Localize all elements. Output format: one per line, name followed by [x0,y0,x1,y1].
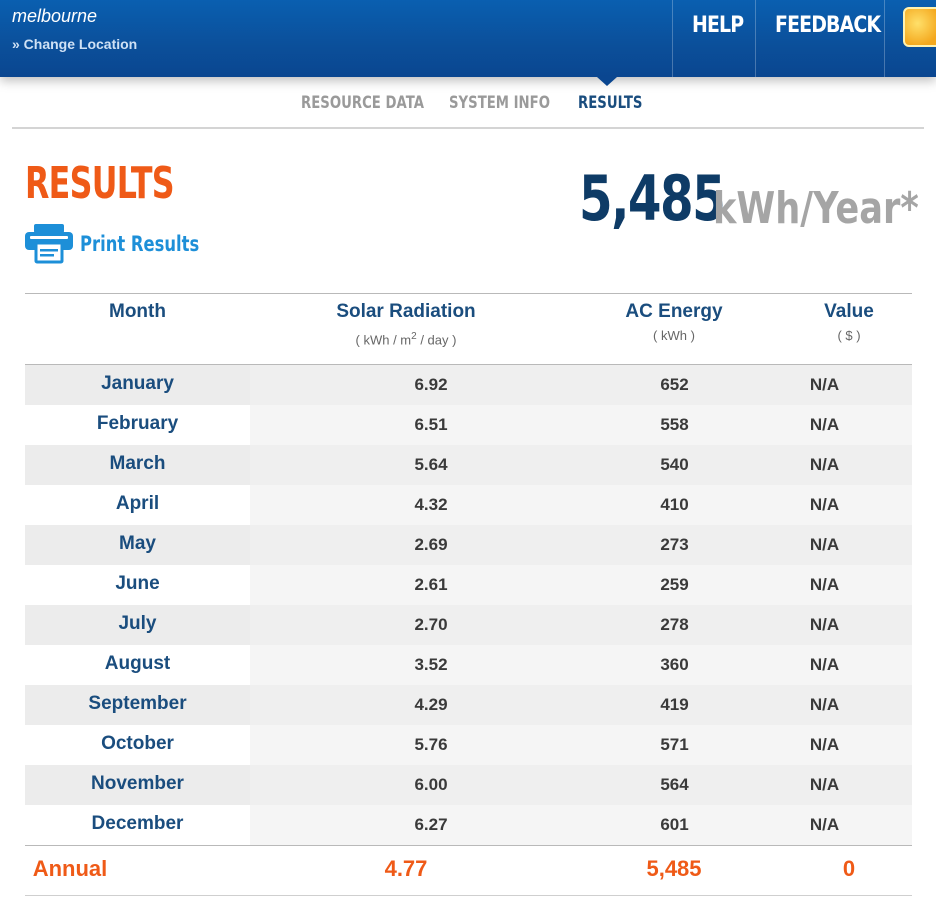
ac-energy-cell: 360 [612,645,737,685]
table-row: August 3.52 360 N/A [25,645,912,685]
location-name: melbourne [12,6,98,26]
page-title: RESULTS [25,158,175,209]
feedback-button[interactable]: FEEDBACK [775,13,881,38]
column-unit-ac-energy: ( kWh ) [653,328,695,343]
column-header-month: Month [109,301,166,322]
tab-system-info[interactable]: SYSTEM INFO [449,93,550,113]
month-cell: July [25,605,250,645]
top-bar: melbourne » Change Location HELP FEEDBAC… [0,0,936,77]
solar-radiation-cell: 4.29 [250,685,612,725]
month-cell: May [25,525,250,565]
month-cell: January [25,365,250,405]
table-row: January 6.92 652 N/A [25,365,912,405]
value-cell: N/A [737,725,912,765]
annual-label: Annual [32,856,108,881]
ac-energy-cell: 419 [612,685,737,725]
month-cell: September [25,685,250,725]
tab-divider [12,127,924,129]
printer-icon[interactable] [25,224,73,264]
column-header-value: Value [824,301,874,322]
value-cell: N/A [737,685,912,725]
tab-resource-data[interactable]: RESOURCE DATA [301,93,424,113]
annual-ac-energy: 5,485 [646,856,702,881]
header-divider [672,0,673,77]
value-cell: N/A [737,405,912,445]
column-unit-value: ( $ ) [837,328,861,343]
solar-radiation-cell: 2.70 [250,605,612,645]
month-cell: March [25,445,250,485]
table-row: February 6.51 558 N/A [25,405,912,445]
ac-energy-cell: 273 [612,525,737,565]
ac-energy-cell: 558 [612,405,737,445]
solar-radiation-cell: 6.92 [250,365,612,405]
solar-radiation-cell: 6.00 [250,765,612,805]
ac-energy-cell: 259 [612,565,737,605]
month-cell: June [25,565,250,605]
ac-energy-cell: 564 [612,765,737,805]
annual-divider [25,845,912,846]
table-header-divider [25,364,912,365]
annual-value: 0 [842,856,856,881]
print-results-link[interactable]: Print Results [80,232,200,256]
column-header-ac-energy: AC Energy [625,301,723,322]
solar-radiation-cell: 5.64 [250,445,612,485]
ac-energy-cell: 601 [612,805,737,845]
month-cell: February [25,405,250,445]
month-cell: August [25,645,250,685]
help-button[interactable]: HELP [692,13,744,38]
tab-results[interactable]: RESULTS [578,93,643,113]
solar-radiation-cell: 6.51 [250,405,612,445]
table-row: November 6.00 564 N/A [25,765,912,805]
table-row: June 2.61 259 N/A [25,565,912,605]
value-cell: N/A [737,645,912,685]
value-cell: N/A [737,565,912,605]
ac-energy-cell: 278 [612,605,737,645]
sun-logo-icon[interactable] [903,7,936,47]
month-cell: April [25,485,250,525]
value-cell: N/A [737,765,912,805]
table-bottom-divider [25,895,912,896]
table-row: April 4.32 410 N/A [25,485,912,525]
table-top-divider [25,293,912,294]
ac-energy-cell: 540 [612,445,737,485]
annual-total-value: 5,485 [579,162,726,235]
value-cell: N/A [737,365,912,405]
value-cell: N/A [737,525,912,565]
column-header-solar-radiation: Solar Radiation [336,301,476,322]
solar-radiation-cell: 6.27 [250,805,612,845]
solar-radiation-cell: 5.76 [250,725,612,765]
results-table-body: January 6.92 652 N/A February 6.51 558 N… [25,365,912,845]
ac-energy-cell: 571 [612,725,737,765]
table-row: May 2.69 273 N/A [25,525,912,565]
month-cell: November [25,765,250,805]
annual-total-unit: kWh/Year* [713,183,919,234]
solar-radiation-cell: 3.52 [250,645,612,685]
table-row: September 4.29 419 N/A [25,685,912,725]
table-row: October 5.76 571 N/A [25,725,912,765]
solar-radiation-cell: 4.32 [250,485,612,525]
solar-radiation-cell: 2.61 [250,565,612,605]
month-cell: October [25,725,250,765]
column-unit-solar-radiation: ( kWh / m2 / day ) [355,331,457,348]
solar-radiation-cell: 2.69 [250,525,612,565]
value-cell: N/A [737,605,912,645]
value-cell: N/A [737,445,912,485]
ac-energy-cell: 410 [612,485,737,525]
ac-energy-cell: 652 [612,365,737,405]
active-tab-pointer [597,77,617,86]
table-row: July 2.70 278 N/A [25,605,912,645]
value-cell: N/A [737,485,912,525]
tab-bar: RESOURCE DATA SYSTEM INFO RESULTS [0,77,936,128]
header-divider [755,0,756,77]
change-location-link[interactable]: » Change Location [12,36,138,52]
header-divider [884,0,885,77]
annual-solar-radiation: 4.77 [384,856,428,881]
table-row: December 6.27 601 N/A [25,805,912,845]
table-row: March 5.64 540 N/A [25,445,912,485]
month-cell: December [25,805,250,845]
value-cell: N/A [737,805,912,845]
